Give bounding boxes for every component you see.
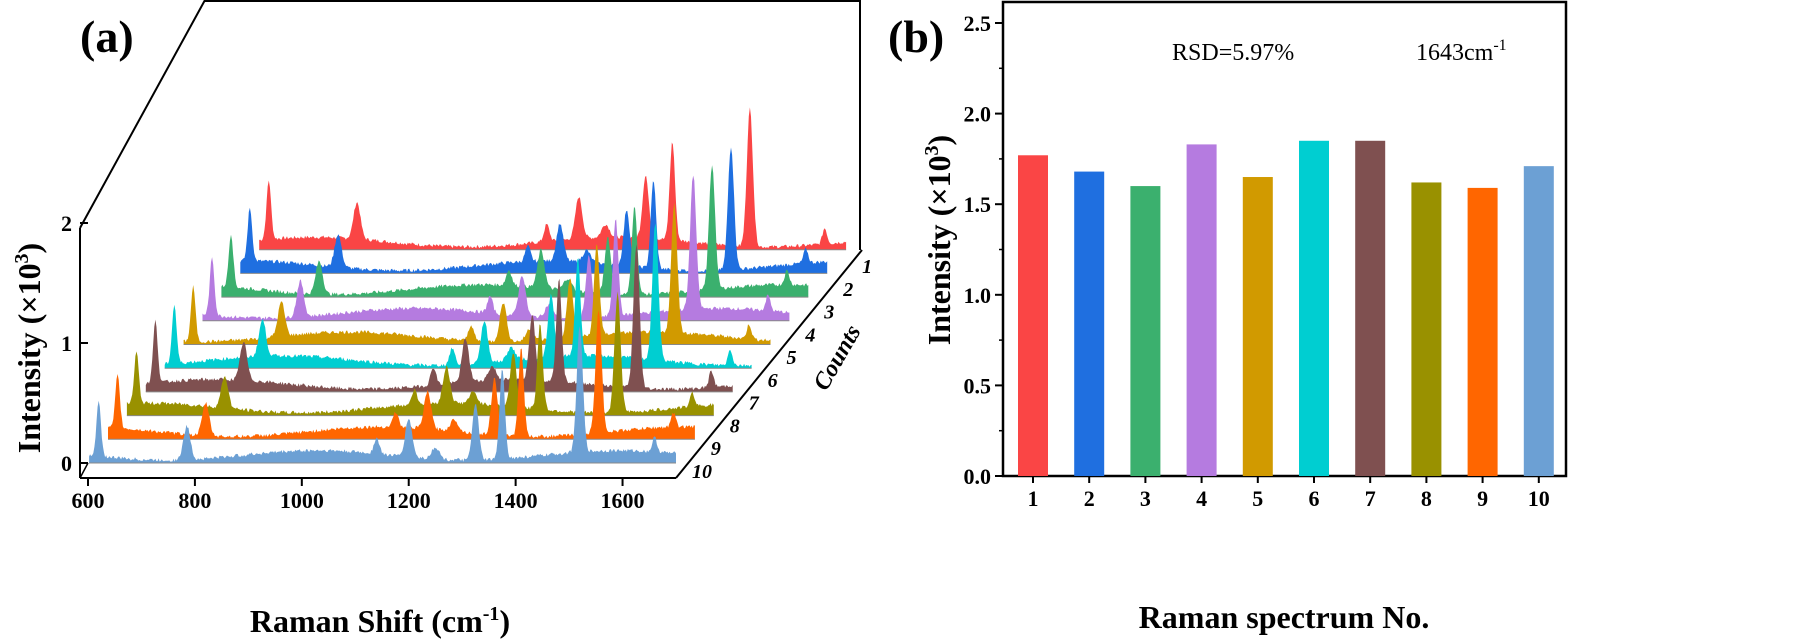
x-tick-label: 3 [1140, 486, 1151, 511]
z-tick-label: 8 [730, 415, 740, 437]
z-tick-label: 5 [787, 347, 797, 369]
x-tick-label: 2 [1084, 486, 1095, 511]
axes-frame-3d [79, 0, 863, 479]
bar-6 [1299, 140, 1329, 476]
y-axis-label: Intensity (×103) [11, 243, 47, 453]
bar-1 [1018, 155, 1048, 476]
y-tick-label: 1.0 [964, 283, 992, 308]
z-tick-label: 1 [862, 256, 872, 278]
x-tick-label: 9 [1477, 486, 1488, 511]
x-tick-label: 6 [1309, 486, 1320, 511]
z-tick-label: 7 [749, 393, 760, 415]
bar-10 [1523, 166, 1554, 476]
plot-frame [1001, 0, 1568, 478]
z-tick-label: 4 [804, 324, 815, 346]
z-tick-label: 10 [692, 461, 712, 483]
z-tick-label: 2 [842, 279, 853, 301]
y-axis-label: Intensity (×103) [921, 135, 957, 345]
spectrum-1 [259, 107, 847, 250]
bar-8 [1411, 182, 1442, 476]
y-tick-label: 0.0 [964, 464, 992, 489]
bar-9 [1467, 187, 1498, 476]
y-ticks: 0 1 2 [61, 211, 88, 476]
y-tick-label: 2.5 [964, 11, 992, 36]
bar-2 [1074, 171, 1105, 477]
bar-3 [1130, 186, 1161, 476]
x-tick-label: 10 [1528, 486, 1550, 511]
bars [1018, 140, 1554, 477]
z-tick-label: 9 [711, 438, 721, 460]
x-tick-label: 7 [1365, 486, 1376, 511]
z-tick-label: 6 [768, 370, 778, 392]
x-axis-label: Raman Shift (cm-1) [250, 603, 510, 639]
band-annotation: 1643cm-1 [1416, 37, 1507, 66]
x-tick-label: 1600 [601, 488, 645, 513]
x-axis-label: Raman spectrum No. [1139, 599, 1430, 635]
x-tick-label: 1 [1028, 486, 1039, 511]
spectrum-2 [240, 147, 828, 274]
bar-5 [1242, 177, 1273, 476]
bar-4 [1186, 144, 1217, 477]
y-ticks: 0.0 0.5 1.0 1.5 2.0 2.5 [964, 11, 1003, 489]
y-tick-label: 2 [61, 211, 72, 236]
x-tick-label: 800 [178, 488, 211, 513]
spectra-group [89, 107, 847, 464]
y-tick-label: 0.5 [964, 373, 992, 398]
bar-7 [1355, 140, 1386, 476]
y-tick-label: 1 [61, 331, 72, 356]
z-axis-label: Counts [809, 321, 867, 395]
x-tick-label: 4 [1196, 486, 1207, 511]
z-tick-label: 3 [823, 302, 834, 324]
spectrum-3 [221, 165, 809, 298]
panel-label-a: (a) [80, 11, 134, 62]
x-ticks: 1 2 3 4 5 6 7 8 9 10 [1028, 476, 1550, 511]
y-tick-label: 2.0 [964, 102, 992, 127]
x-tick-label: 1000 [280, 488, 324, 513]
x-tick-label: 1200 [387, 488, 431, 513]
x-ticks: 600 800 1000 1200 1400 1600 [72, 478, 645, 513]
x-tick-label: 5 [1252, 486, 1263, 511]
x-tick-label: 600 [72, 488, 105, 513]
y-tick-label: 1.5 [964, 192, 992, 217]
x-tick-label: 8 [1421, 486, 1432, 511]
y-tick-label: 0 [61, 451, 72, 476]
rsd-annotation: RSD=5.97% [1172, 40, 1294, 66]
x-tick-label: 1400 [494, 488, 538, 513]
